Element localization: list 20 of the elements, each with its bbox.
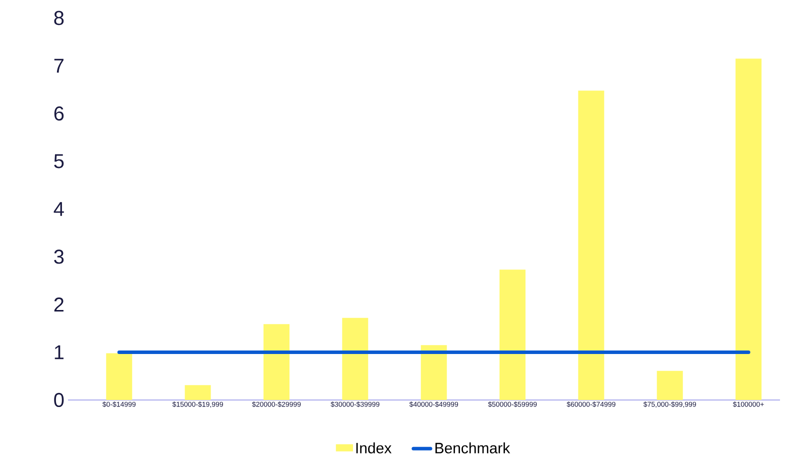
y-tick-label: 2 [54, 298, 64, 312]
y-tick-label: 0 [54, 392, 64, 408]
bar [263, 324, 290, 400]
y-tick-label: 1 [54, 345, 64, 360]
y-tick-label: 3 [54, 250, 64, 264]
legend-label: Benchmark [435, 442, 510, 454]
bar [656, 370, 683, 400]
y-tick-label: 4 [54, 202, 64, 216]
bar [420, 345, 447, 400]
bar [106, 353, 132, 400]
bar [736, 58, 762, 400]
y-tick-label: 8 [54, 10, 64, 26]
y-tick-label: 6 [54, 106, 64, 121]
bar [578, 90, 604, 400]
y-tick-label: 5 [54, 154, 64, 168]
legend-label: Index [356, 442, 392, 454]
bar [500, 270, 526, 400]
bar [342, 318, 368, 400]
y-tick-label: 7 [54, 58, 64, 73]
bar [184, 385, 211, 400]
